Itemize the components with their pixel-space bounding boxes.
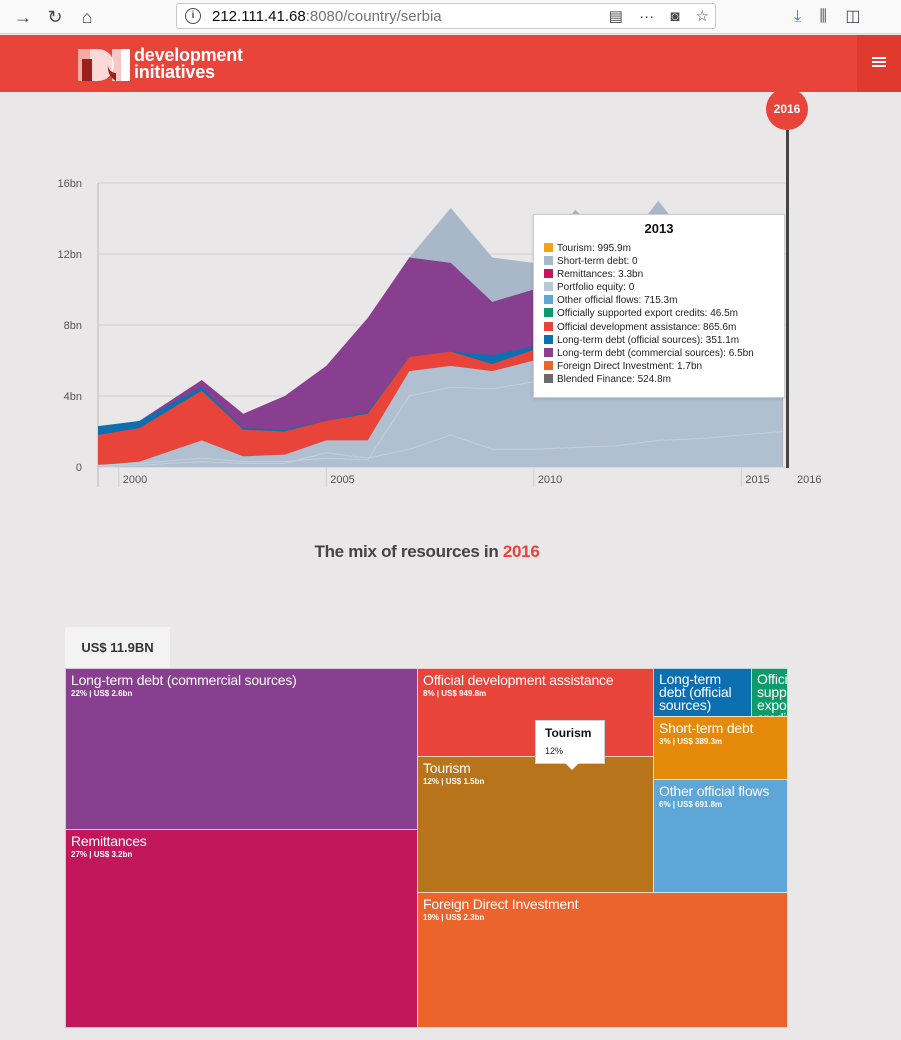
mix-heading: The mix of resources in 2016 — [314, 542, 540, 561]
tooltip-item: Remittances: 3.3bn — [544, 268, 784, 281]
legend-swatch — [544, 373, 553, 383]
menu-button[interactable] — [857, 35, 901, 92]
url-text[interactable]: 212.111.41.68:8080/country/serbia — [212, 8, 442, 25]
y-tick-label: 0 — [76, 462, 82, 474]
legend-swatch — [544, 334, 553, 344]
browser-toolbar: → ↻ ⌂ i 212.111.41.68:8080/country/serbi… — [0, 0, 901, 34]
y-tick-label: 8bn — [64, 320, 82, 332]
reader-view-icon[interactable]: ▤ — [608, 8, 623, 25]
logo-text[interactable]: development initiatives — [134, 45, 243, 82]
tooltip-item: Other official flows: 715.3m — [544, 294, 784, 307]
x-tick-label: 2005 — [330, 474, 354, 486]
x-tick-label: 2015 — [745, 474, 769, 486]
chart-tooltip: 2013 Tourism: 995.9m Short-term debt: 0 Re… — [533, 214, 785, 398]
year-marker-line[interactable] — [786, 130, 789, 468]
treemap-tooltip: Tourism 12% — [535, 720, 605, 770]
treemap-cell-export-credits[interactable]: Officially supported export credits — [751, 668, 788, 717]
site-header: development initiatives — [0, 35, 901, 92]
address-bar[interactable]: i 212.111.41.68:8080/country/serbia ▤ ··… — [176, 3, 716, 29]
tooltip-item: Official development assistance: 865.6m — [544, 321, 784, 334]
legend-swatch — [544, 321, 553, 331]
treemap-cell-fdi[interactable]: Foreign Direct Investment 19% | US$ 2.3b… — [417, 892, 788, 1028]
tooltip-item: Portfolio equity: 0 — [544, 281, 784, 294]
tooltip-item: Long-term debt (commercial sources): 6.5… — [544, 347, 784, 360]
tooltip-title: 2013 — [644, 221, 674, 236]
series-line — [97, 431, 783, 468]
di-logo-icon[interactable] — [78, 49, 130, 81]
legend-swatch — [544, 295, 553, 305]
tooltip-item: Blended Finance: 524.8m — [544, 373, 784, 386]
legend-swatch — [544, 347, 553, 357]
reload-icon[interactable]: ↻ — [47, 7, 63, 27]
tooltip-item: Tourism: 995.9m — [544, 242, 784, 255]
y-tick-label: 4bn — [64, 391, 82, 403]
treemap-cell-short-term-debt[interactable]: Short-term debt 3% | US$ 389.3m — [653, 716, 788, 780]
sidebar-icon[interactable]: ◫ — [845, 8, 861, 25]
treemap-cell-ltd-commercial[interactable]: Long-term debt (commercial sources) 22% … — [65, 668, 418, 830]
legend-swatch — [544, 243, 553, 252]
treemap-cell-ltd-official[interactable]: Long-term debt (official sources) — [653, 668, 752, 717]
site-info-icon[interactable]: i — [185, 8, 201, 24]
library-icon[interactable]: ⫼ — [819, 8, 827, 25]
legend-swatch — [544, 282, 553, 292]
year-marker[interactable]: 2016 — [766, 88, 808, 130]
legend-swatch — [544, 256, 553, 266]
tooltip-item: Long-term debt (official sources): 351.1… — [544, 334, 784, 347]
treemap-cell-tourism[interactable]: Tourism 12% | US$ 1.5bn — [417, 756, 654, 893]
x-tick-label: 2010 — [538, 474, 562, 486]
x-tick-label: 2000 — [123, 474, 147, 486]
tooltip-item: Foreign Direct Investment: 1.7bn — [544, 360, 784, 373]
total-badge: US$ 11.9BN — [65, 627, 170, 668]
legend-swatch — [544, 360, 553, 370]
tooltip-item: Officially supported export credits: 46.… — [544, 307, 784, 320]
tooltip-item: Short-term debt: 0 — [544, 255, 784, 268]
home-icon[interactable]: ⌂ — [81, 7, 93, 27]
legend-swatch — [544, 269, 553, 279]
download-icon[interactable]: ⤓ — [794, 8, 802, 25]
treemap-cell-remittances[interactable]: Remittances 27% | US$ 3.2bn — [65, 829, 418, 1028]
treemap-cell-other-official-flows[interactable]: Other official flows 6% | US$ 691.8m — [653, 779, 788, 893]
forward-icon[interactable]: → — [14, 7, 32, 27]
y-tick-label: 16bn — [58, 178, 82, 190]
legend-swatch — [544, 308, 553, 318]
page-actions-icon[interactable]: ··· — [639, 8, 655, 25]
bookmark-star-icon[interactable]: ☆ — [695, 8, 709, 25]
pocket-icon[interactable]: ◙ — [670, 8, 680, 25]
x-tick-label: 2016 — [797, 474, 821, 486]
y-tick-label: 12bn — [58, 249, 82, 261]
